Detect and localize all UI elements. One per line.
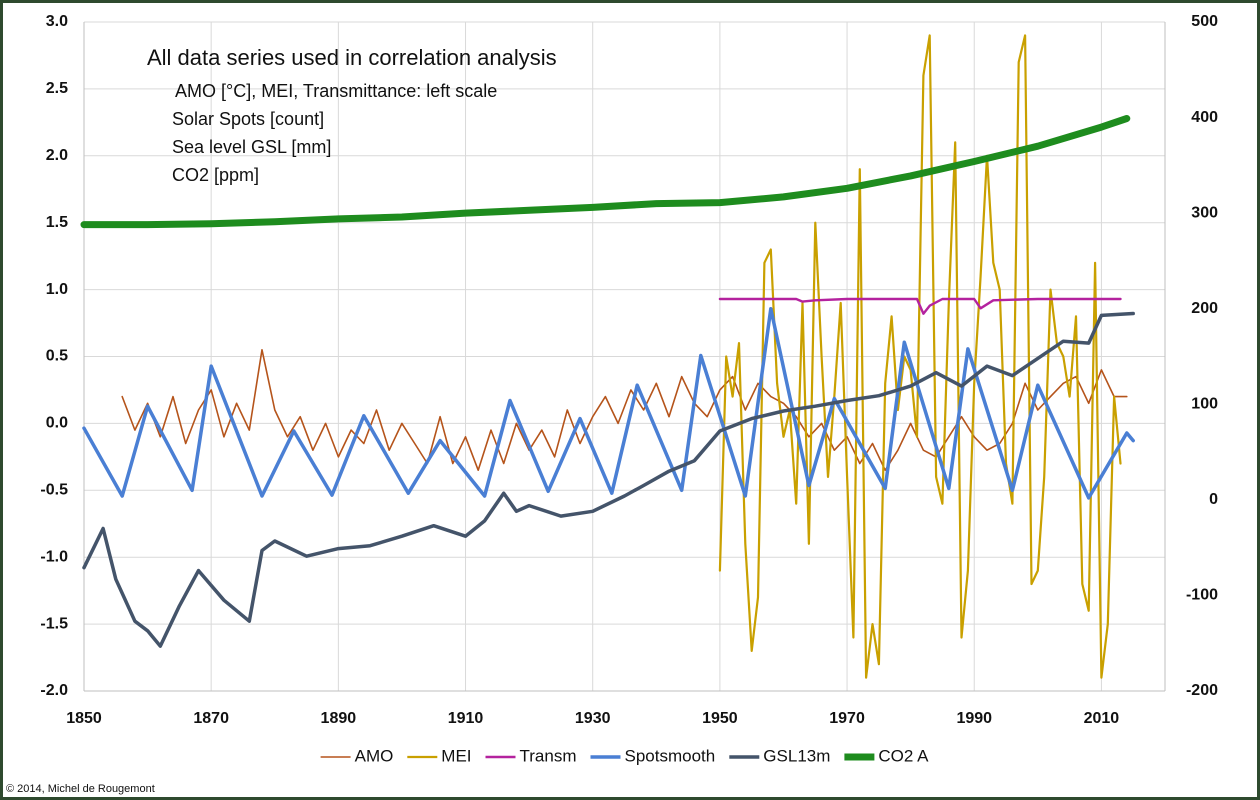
series-line	[718, 34, 1122, 679]
legend-item: CO2 A	[844, 746, 929, 765]
annotation: CO2 [ppm]	[172, 165, 259, 185]
series-line	[80, 115, 1131, 229]
legend-label: MEI	[441, 746, 471, 765]
annotation: All data series used in correlation anal…	[147, 45, 557, 70]
y-tick-label: 2.0	[46, 147, 68, 164]
x-tick-label: 1970	[829, 710, 865, 727]
y2-tick-label: -100	[1186, 587, 1218, 604]
x-tick-label: 1950	[702, 710, 738, 727]
x-tick-label: 1850	[66, 710, 102, 727]
y-tick-label: 1.5	[46, 214, 68, 231]
legend-label: GSL13m	[763, 746, 830, 765]
grid	[83, 21, 1166, 692]
y2-tick-label: 0	[1209, 491, 1218, 508]
annotation: AMO [°C], MEI, Transmittance: left scale	[175, 81, 497, 101]
series-line	[82, 311, 1135, 648]
y-tick-label: 1.0	[46, 281, 68, 298]
series-line	[82, 306, 1135, 500]
y-tick-label: -0.5	[40, 482, 68, 499]
y2-tick-label: -200	[1186, 682, 1218, 699]
source: © 2014, Michel de Rougemont	[6, 783, 155, 795]
x-tick-label: 2010	[1084, 710, 1120, 727]
y2-tick-label: 500	[1191, 13, 1218, 30]
y2-tick-label: 200	[1191, 300, 1218, 317]
x-tick-label: 1990	[956, 710, 992, 727]
y-tick-label: 2.5	[46, 80, 68, 97]
annotation: Solar Spots [count]	[172, 109, 324, 129]
legend-label: Spotsmooth	[625, 746, 716, 765]
series-line	[718, 297, 1122, 315]
x-tick-label: 1930	[575, 710, 611, 727]
plot	[80, 34, 1135, 679]
legend-item: Spotsmooth	[590, 746, 716, 765]
y2-tick-label: 100	[1191, 396, 1218, 413]
y2-tick-label: 300	[1191, 204, 1218, 221]
y-tick-label: -2.0	[40, 682, 68, 699]
x-tick-label: 1890	[321, 710, 357, 727]
x-tick-label: 1870	[193, 710, 229, 727]
x-tick-label: 1910	[448, 710, 484, 727]
y2-tick-label: 400	[1191, 109, 1218, 126]
y-tick-label: -1.0	[40, 548, 68, 565]
y-tick-label: 3.0	[46, 13, 68, 30]
legend-label: AMO	[355, 746, 394, 765]
labels: 3.0 2.5 2.0 1.5 1.0 0.5 0.0 -0.5 -1.0 -1.5 -2.0 500…	[40, 13, 1218, 727]
y-tick-label: 0.5	[46, 348, 68, 365]
legend-item: GSL13m	[729, 746, 830, 765]
annotation: Sea level GSL [mm]	[172, 137, 331, 157]
y-tick-label: -1.5	[40, 615, 68, 632]
y-tick-label: 0.0	[46, 415, 68, 432]
legend-label: Transm	[520, 746, 577, 765]
legend-item: MEI	[407, 746, 472, 765]
legend-item: AMO	[320, 746, 394, 765]
legend-item: Transm	[485, 746, 577, 765]
legend-label: CO2 A	[878, 746, 929, 765]
